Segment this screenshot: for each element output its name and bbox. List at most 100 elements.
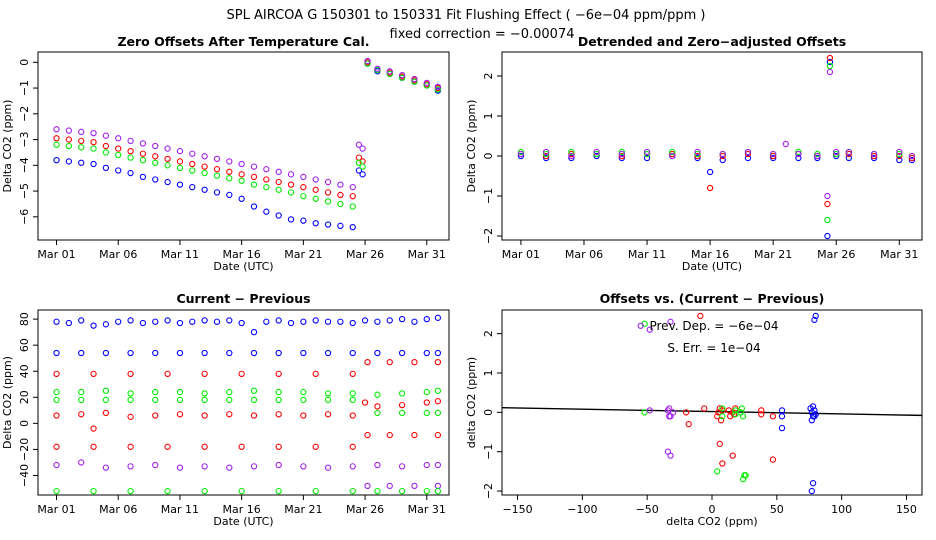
data-point-red [908, 154, 916, 162]
data-point-purple [542, 148, 550, 156]
data-point-purple [53, 126, 60, 133]
x-tick-label: 100 [831, 503, 852, 516]
data-point-blue [152, 318, 159, 325]
data-point-red-band [90, 370, 97, 377]
y-tick-label: −20 [18, 438, 31, 461]
data-point-red [324, 411, 332, 418]
data-point-green-band [176, 396, 184, 404]
data-point-blue [275, 317, 282, 324]
plot-title: Offsets vs. (Current − Previous) [600, 291, 825, 306]
data-point-purple [238, 160, 245, 168]
data-point-purple [517, 150, 525, 158]
series-purple [517, 68, 916, 200]
data-point-blue [102, 164, 110, 172]
data-point-red [275, 178, 282, 186]
data-point-red-band [411, 358, 418, 366]
data-point-blue [201, 186, 208, 193]
data-point-purple [646, 326, 653, 333]
data-point-blue [706, 168, 714, 176]
data-point-purple [666, 405, 673, 412]
data-point-purple [250, 463, 258, 470]
data-point-purple [386, 68, 393, 75]
data-point-blue [361, 317, 369, 324]
x-axis-label: Date (UTC) [213, 260, 273, 273]
x-tick-label: 0 [709, 503, 716, 516]
data-point-purple [152, 142, 159, 150]
x-axis-label: delta CO2 (ppm) [666, 515, 757, 528]
y-tick-label: 0 [482, 153, 495, 160]
data-point-blue-band [434, 349, 442, 357]
data-point-purple [78, 128, 85, 135]
y-tick-label: 60 [18, 338, 31, 352]
series-red-band-low [53, 431, 442, 450]
data-point-green [201, 390, 208, 397]
data-point-red [542, 152, 550, 160]
data-point-blue [568, 154, 575, 162]
data-point-green [824, 216, 831, 224]
figure-subtitle: fixed correction = −0.00074 [390, 27, 575, 42]
data-point-red [349, 193, 356, 200]
data-point-purple [694, 148, 701, 156]
series-red [517, 54, 916, 208]
y-tick-label: 2 [482, 73, 495, 80]
data-point-blue [53, 157, 60, 164]
data-point-green [814, 150, 821, 158]
y-axis-label: delta CO2 (ppm) [465, 357, 478, 448]
data-point-green-band-low [201, 487, 208, 495]
data-point-green-band [275, 396, 282, 404]
data-point-red-band-low [312, 443, 319, 450]
data-point-blue [300, 318, 307, 325]
data-point-red [845, 150, 852, 158]
x-tick-label: Mar 06 [565, 248, 603, 261]
data-point-green [250, 181, 258, 188]
data-point-red [618, 152, 625, 160]
data-point-purple [189, 150, 196, 157]
data-point-red [669, 150, 676, 158]
x-tick-label: Mar 06 [99, 503, 137, 516]
data-point-red [758, 407, 765, 414]
data-point-green [53, 141, 60, 148]
data-point-purple [646, 407, 653, 414]
data-point-green [423, 82, 430, 89]
series-red [53, 59, 442, 200]
data-point-purple-band [386, 482, 393, 490]
data-point-blue [226, 191, 233, 199]
data-point-green [398, 390, 406, 397]
data-point-green [287, 189, 295, 196]
figure-title: SPL AIRCOA G 150301 to 150331 Fit Flushi… [227, 8, 706, 23]
data-point-blue [719, 156, 726, 164]
data-point-green-band [300, 396, 307, 404]
data-point-blue [90, 160, 97, 168]
data-point-blue [809, 480, 817, 487]
data-point-red-band-low [238, 443, 245, 450]
data-point-green-band [53, 396, 60, 404]
data-point-blue [778, 413, 786, 420]
data-point-green [896, 150, 903, 158]
data-point-red [398, 401, 406, 409]
data-point-blue [164, 317, 171, 324]
data-point-purple [78, 459, 85, 466]
data-point-blue [164, 178, 171, 186]
data-point-green-band-low [423, 487, 430, 495]
data-point-blue [312, 317, 319, 324]
data-point-red [53, 135, 60, 142]
data-point-purple [374, 65, 381, 72]
series-blue [517, 58, 916, 240]
data-point-purple [324, 464, 332, 471]
x-tick-label: Mar 01 [502, 248, 540, 261]
data-point-green [355, 159, 363, 166]
data-point-green-band [152, 396, 159, 404]
series-purple-band [364, 482, 442, 490]
data-point-purple [359, 145, 366, 152]
data-point-blue [189, 184, 196, 191]
data-point-purple [275, 168, 282, 175]
data-point-blue [127, 169, 134, 177]
data-point-red-band-low [386, 431, 393, 439]
data-point-green [300, 193, 307, 200]
data-point-green-band [250, 396, 258, 404]
data-point-green [739, 476, 747, 483]
data-point-purple [637, 322, 644, 329]
x-tick-label: Mar 21 [754, 248, 792, 261]
data-point-green [641, 409, 648, 416]
data-point-green [213, 172, 221, 179]
